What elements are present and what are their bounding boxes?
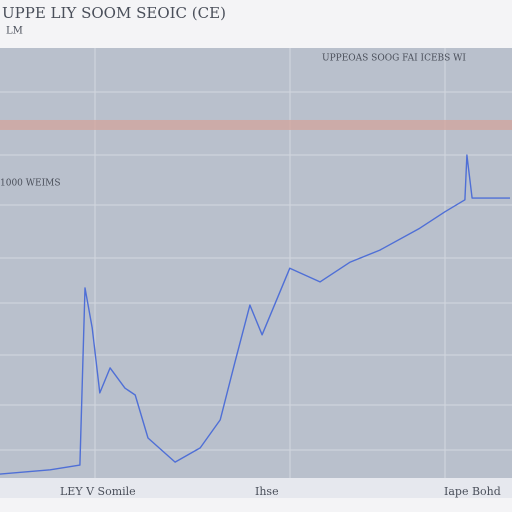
x-label: Iape Bohd: [444, 485, 501, 498]
x-label: Ihse: [255, 485, 279, 498]
grid: [0, 48, 512, 478]
reference-band: [0, 119, 512, 130]
annotation: 1000 WEIMS: [0, 179, 61, 189]
x-label: LEY V Somile: [60, 485, 136, 498]
annotation: UPPEOAS SOOG FAI ICEBS WI: [322, 54, 466, 64]
chart-subtitle: LM: [6, 26, 23, 37]
data-line: [0, 154, 510, 475]
plot-area: [0, 48, 512, 478]
x-axis-band: [0, 478, 512, 498]
chart-title: UPPE LIY SOOM SEOIC (CE): [2, 4, 226, 22]
